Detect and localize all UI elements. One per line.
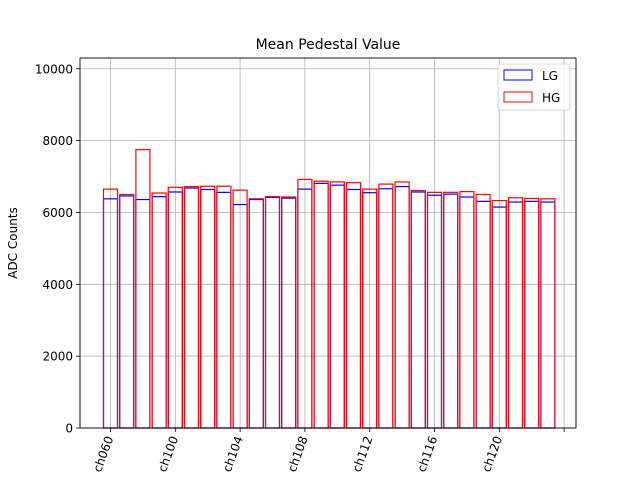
x-tick-label: ch060 bbox=[90, 434, 116, 474]
bar-hg-ch106 bbox=[264, 196, 281, 429]
bar-hg-ch110 bbox=[329, 181, 345, 429]
bar-lg-ch103 bbox=[216, 191, 232, 429]
y-tick-label: 8000 bbox=[42, 134, 73, 148]
bar-lg-ch118 bbox=[459, 196, 475, 429]
bar-lg-ch061 bbox=[119, 195, 135, 429]
bar-hg-ch115 bbox=[410, 189, 426, 429]
y-axis-label: ADC Counts bbox=[6, 207, 20, 279]
bar-lg-ch119 bbox=[475, 200, 491, 429]
bar-lg-ch114 bbox=[394, 186, 410, 429]
bar-lg-ch101 bbox=[183, 187, 200, 429]
bar-hg-ch123 bbox=[540, 198, 556, 429]
bar-lg-ch113 bbox=[378, 188, 394, 429]
bar-hg-ch111 bbox=[345, 182, 362, 429]
bar-lg-ch123 bbox=[540, 201, 556, 429]
bar-lg-ch107 bbox=[281, 197, 297, 429]
bar-lg-ch117 bbox=[443, 193, 459, 429]
bar-hg-ch109 bbox=[313, 180, 329, 429]
y-tick-label: 4000 bbox=[42, 278, 73, 292]
y-axis: 0 2000 4000 6000 8000 10000 bbox=[35, 62, 80, 436]
bar-lg-ch102 bbox=[200, 188, 216, 429]
bar-lg-ch122 bbox=[524, 200, 540, 429]
grid-layer bbox=[80, 58, 576, 429]
bar-hg-ch103 bbox=[216, 185, 232, 429]
legend-label-hg: HG bbox=[542, 91, 560, 105]
legend: LG HG bbox=[497, 63, 571, 111]
bar-lg-ch063 bbox=[151, 196, 167, 429]
x-tick-label: ch112 bbox=[350, 434, 376, 474]
y-tick-label: 10000 bbox=[35, 62, 73, 76]
legend-label-lg: LG bbox=[542, 69, 558, 83]
bar-hg-ch062 bbox=[135, 149, 151, 429]
x-axis: ch060 ch100 ch104 ch108 ch112 ch116 ch120 bbox=[90, 428, 565, 474]
plot-frame bbox=[79, 57, 577, 429]
bar-lg-ch121 bbox=[507, 201, 524, 429]
x-tick-label: ch104 bbox=[220, 434, 246, 474]
bar-lg-ch109 bbox=[313, 182, 329, 429]
bars-layer bbox=[102, 149, 556, 429]
y-tick-label: 0 bbox=[65, 422, 73, 436]
bar-hg-ch119 bbox=[475, 193, 491, 429]
bar-hg-ch122 bbox=[524, 197, 540, 429]
bar-hg-ch114 bbox=[394, 181, 410, 429]
bar-hg-ch063 bbox=[151, 192, 167, 429]
bar-hg-ch118 bbox=[459, 191, 475, 429]
legend-swatch-lg bbox=[503, 69, 533, 81]
x-tick-label: ch116 bbox=[414, 434, 440, 474]
bar-hg-ch121 bbox=[507, 197, 524, 429]
bar-hg-ch061 bbox=[119, 193, 135, 429]
legend-box bbox=[497, 63, 571, 111]
bar-lg-ch106 bbox=[264, 196, 281, 429]
bar-lg-ch111 bbox=[345, 188, 362, 429]
x-tick-label: ch108 bbox=[285, 434, 311, 474]
y-tick-label: 6000 bbox=[42, 206, 73, 220]
bar-lg-ch115 bbox=[410, 191, 426, 429]
bar-hg-ch107 bbox=[281, 196, 297, 429]
y-tick-label: 2000 bbox=[42, 350, 73, 364]
bar-lg-ch110 bbox=[329, 184, 345, 429]
bar-hg-ch101 bbox=[183, 186, 200, 429]
x-tick-label: ch120 bbox=[479, 434, 505, 474]
bar-hg-ch102 bbox=[200, 185, 216, 429]
bar-lg-ch105 bbox=[248, 198, 264, 429]
bar-hg-ch117 bbox=[443, 191, 459, 429]
x-tick-label: ch100 bbox=[155, 434, 181, 474]
chart-title: Mean Pedestal Value bbox=[256, 37, 401, 53]
bar-hg-ch113 bbox=[378, 183, 394, 429]
legend-swatch-hg bbox=[503, 91, 533, 103]
bar-hg-ch105 bbox=[248, 198, 264, 429]
bar-lg-ch062 bbox=[135, 198, 151, 429]
